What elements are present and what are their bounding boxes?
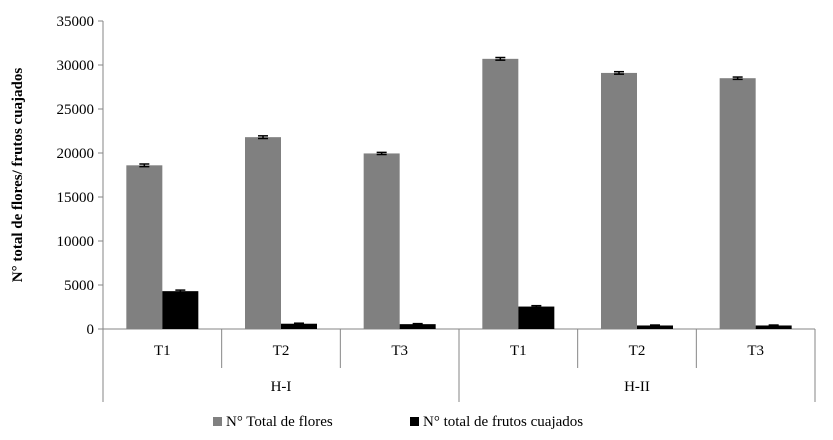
legend-swatch — [213, 417, 222, 426]
legend-item: N° Total de flores — [213, 414, 333, 430]
legend-label: N° Total de flores — [226, 414, 333, 430]
y-axis-title: N° total de flores/ frutos cuajados — [10, 68, 26, 283]
x-category-label: T1 — [154, 343, 171, 359]
legend-swatch — [410, 417, 419, 426]
y-tick-label: 25000 — [57, 102, 95, 118]
x-group-label: H-I — [271, 379, 292, 395]
axes — [102, 21, 816, 402]
error-bar — [650, 324, 660, 327]
error-bar — [139, 163, 150, 168]
x-category-label: T3 — [747, 343, 764, 359]
error-bar — [258, 135, 268, 140]
bar-flores-3 — [363, 153, 400, 329]
legend-label: N° total de frutos cuajados — [423, 414, 583, 430]
error-bar — [376, 151, 387, 156]
bar-flores-2 — [245, 137, 281, 329]
error-bar — [732, 76, 743, 81]
bar-frutos-4 — [518, 306, 555, 329]
error-bar — [412, 322, 423, 326]
y-tick-label: 30000 — [57, 58, 95, 74]
y-tick-label: 20000 — [57, 146, 95, 162]
error-bar — [294, 322, 304, 325]
legend-item: N° total de frutos cuajados — [410, 414, 583, 430]
y-tick-label: 15000 — [57, 190, 95, 206]
y-tick-label: 35000 — [57, 14, 95, 30]
bar-flores-6 — [719, 78, 756, 329]
bar-flores-1 — [126, 165, 163, 329]
bar-frutos-1 — [162, 291, 199, 329]
error-bar — [531, 304, 542, 309]
legend: N° Total de flores N° total de frutos cua… — [213, 414, 583, 430]
x-category-label: T1 — [510, 343, 527, 359]
y-tick-label: 0 — [87, 322, 95, 338]
bar-flores-4 — [482, 58, 519, 330]
error-bar — [768, 324, 779, 327]
x-category-label: T2 — [629, 343, 646, 359]
x-category-label: T2 — [273, 343, 290, 359]
bar-flores-5 — [601, 72, 637, 330]
y-tick-label: 10000 — [57, 234, 95, 250]
error-bar — [614, 70, 624, 75]
bar-frutos-6 — [755, 325, 792, 329]
bar-frutos-5 — [637, 325, 673, 329]
error-bar — [175, 289, 186, 293]
y-tick-label: 5000 — [64, 278, 94, 294]
x-axis-labels: T1 T2 T3 T1 T2 T3 H-I H-II — [154, 343, 764, 395]
bar-frutos-3 — [399, 324, 436, 329]
bar-frutos-2 — [281, 323, 317, 329]
error-bars — [139, 56, 779, 327]
x-category-label: T3 — [391, 343, 408, 359]
x-group-label: H-II — [624, 379, 650, 395]
error-bar — [495, 56, 506, 61]
bars — [126, 58, 792, 330]
y-axis-ticks: 0 5000 10000 15000 20000 25000 30000 35000 — [57, 14, 103, 338]
